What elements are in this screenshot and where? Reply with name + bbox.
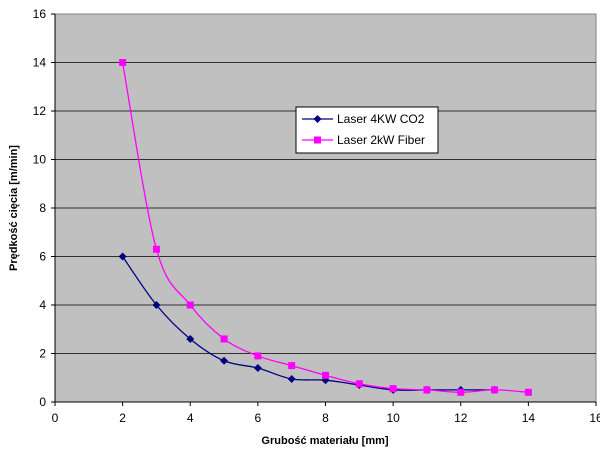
data-point-square (355, 380, 363, 388)
data-point-diamond (287, 374, 296, 383)
y-axis-title: Prędkość cięcia [m/min] (8, 145, 20, 271)
legend: Laser 4KW CO2 Laser 2kW Fiber (295, 106, 439, 154)
data-point-square (457, 388, 465, 396)
x-tick-label: 4 (187, 411, 194, 425)
y-tick-label: 14 (33, 56, 47, 70)
y-tick-label: 10 (33, 153, 47, 167)
axes (51, 13, 597, 406)
x-axis-title: Grubość materiału [mm] (261, 435, 388, 447)
data-point-square (423, 386, 431, 394)
legend-label-co2: Laser 4KW CO2 (337, 112, 425, 126)
legend-marker-square-icon (314, 136, 321, 144)
y-tick-label: 16 (33, 7, 47, 21)
data-point-diamond (186, 334, 195, 343)
data-point-diamond (118, 252, 127, 261)
y-tick-label: 8 (39, 201, 46, 215)
x-tick-label: 6 (255, 411, 262, 425)
data-point-square (322, 371, 329, 379)
data-point-square (491, 386, 499, 394)
x-tick-label: 0 (52, 411, 59, 425)
y-tick-labels: 0 2 4 6 8 10 12 14 16 (33, 7, 47, 409)
data-point-square (389, 385, 397, 393)
legend-label-fiber: Laser 2kW Fiber (337, 133, 425, 147)
data-point-square (186, 301, 194, 309)
series-group (118, 59, 532, 396)
legend-box (295, 106, 439, 154)
data-point-square (220, 335, 228, 343)
data-point-diamond (152, 301, 161, 309)
data-point-square (152, 245, 160, 253)
y-tick-label: 2 (39, 347, 46, 361)
legend-marker-diamond-icon (313, 115, 322, 123)
x-tick-label: 2 (119, 411, 126, 425)
x-tick-labels: 0 2 4 6 8 10 12 14 16 (52, 411, 600, 425)
x-tick-label: 12 (454, 411, 468, 425)
y-tick-label: 12 (33, 104, 47, 118)
y-tick-label: 4 (39, 298, 46, 312)
data-point-square (288, 362, 296, 370)
y-tick-label: 6 (39, 250, 46, 264)
data-point-square (524, 388, 532, 396)
data-point-square (254, 352, 262, 360)
x-tick-label: 8 (322, 411, 329, 425)
data-point-diamond (220, 356, 229, 365)
x-tick-label: 10 (386, 411, 400, 425)
x-tick-label: 14 (522, 411, 536, 425)
data-point-diamond (253, 364, 262, 373)
data-point-square (119, 59, 127, 66)
y-tick-label: 0 (39, 395, 46, 409)
x-tick-label: 16 (589, 411, 600, 425)
